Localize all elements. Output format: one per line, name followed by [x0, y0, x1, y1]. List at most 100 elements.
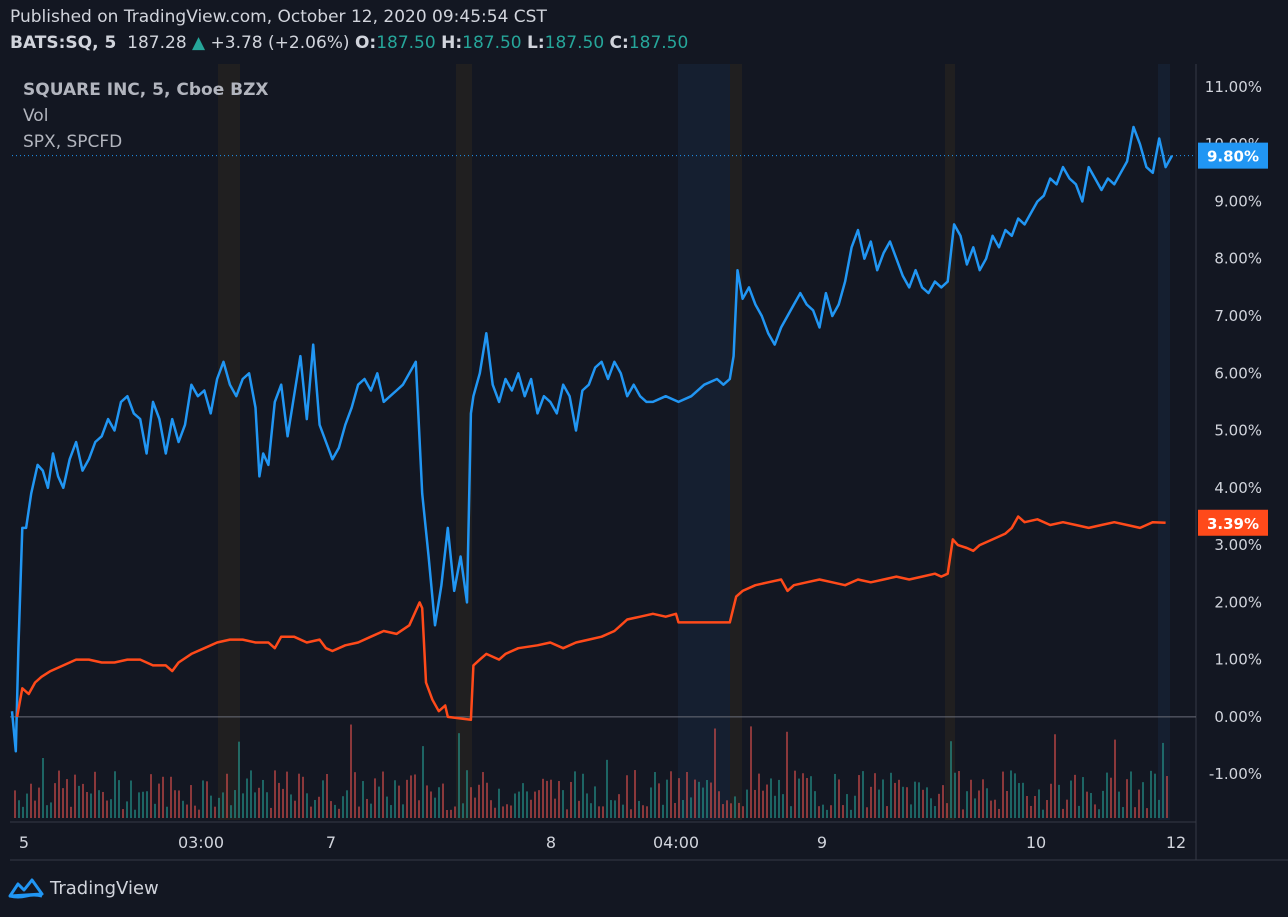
- volume-bar: [646, 806, 648, 818]
- x-tick-label: 5: [19, 833, 29, 852]
- volume-bar: [58, 770, 60, 818]
- volume-bar: [622, 804, 624, 818]
- volume-bar: [834, 773, 836, 818]
- legend-volume[interactable]: Vol: [23, 106, 49, 126]
- low-label: L:: [527, 33, 545, 53]
- volume-bar: [1134, 807, 1136, 818]
- volume-bar: [250, 770, 252, 818]
- volume-bar: [294, 800, 296, 818]
- volume-bar: [302, 776, 304, 818]
- volume-bar: [42, 757, 44, 818]
- volume-bar: [1094, 804, 1096, 818]
- volume-bar: [534, 791, 536, 818]
- close-value: 187.50: [628, 33, 689, 53]
- volume-bar: [614, 800, 616, 818]
- volume-bar: [1082, 777, 1084, 818]
- volume-bar: [1154, 773, 1156, 818]
- volume-bar: [702, 787, 704, 818]
- volume-bar: [906, 787, 908, 818]
- volume-bar: [394, 780, 396, 818]
- volume-bar: [18, 800, 20, 818]
- volume-bar: [422, 746, 424, 818]
- session-band-3: [730, 64, 742, 820]
- volume-bar: [662, 804, 664, 818]
- volume-bar: [102, 791, 104, 818]
- volume-bar: [1026, 796, 1028, 818]
- published-line: Published on TradingView.com, October 12…: [10, 7, 547, 27]
- volume-bar: [830, 805, 832, 818]
- x-tick-label: 12: [1166, 833, 1186, 852]
- volume-bar: [890, 772, 892, 818]
- volume-bar: [938, 793, 940, 818]
- volume-bar: [30, 783, 32, 818]
- volume-bar: [810, 776, 812, 818]
- volume-bar: [1162, 742, 1164, 818]
- volume-bar: [974, 798, 976, 818]
- volume-bar: [654, 772, 656, 818]
- volume-bar: [598, 806, 600, 818]
- volume-bar: [430, 791, 432, 818]
- volume-bar: [814, 791, 816, 818]
- volume-bar: [498, 788, 500, 818]
- ohlc-header: BATS:SQ, 5 187.28 ▲ +3.78 (+2.06%) O:187…: [10, 33, 688, 53]
- volume-bar: [922, 789, 924, 818]
- volume-bar: [270, 807, 272, 818]
- high-label: H:: [441, 33, 463, 53]
- volume-bar: [954, 772, 956, 818]
- volume-bar: [1034, 795, 1036, 818]
- volume-bar: [690, 797, 692, 818]
- symbol-label: BATS:SQ, 5: [10, 33, 117, 53]
- volume-bar: [990, 800, 992, 818]
- volume-bar: [86, 791, 88, 818]
- volume-bar: [234, 790, 236, 818]
- volume-bar: [1126, 779, 1128, 818]
- volume-bar: [1038, 789, 1040, 818]
- volume-bar: [566, 809, 568, 818]
- volume-bar: [562, 790, 564, 818]
- volume-bar: [1090, 792, 1092, 818]
- volume-bar: [1006, 790, 1008, 818]
- volume-bar: [1102, 790, 1104, 818]
- volume-bar: [378, 786, 380, 818]
- volume-bar: [502, 806, 504, 818]
- volume-bar: [650, 787, 652, 818]
- y-tick-label: 4.00%: [1214, 479, 1262, 497]
- y-tick-label: 1.00%: [1214, 651, 1262, 669]
- volume-bar: [34, 800, 36, 818]
- volume-bar: [154, 803, 156, 818]
- volume-bar: [714, 728, 716, 818]
- volume-bar: [942, 785, 944, 818]
- volume-bar: [190, 785, 192, 818]
- volume-bar: [606, 759, 608, 818]
- session-band-1: [456, 64, 472, 820]
- volume-bar: [510, 805, 512, 818]
- legend-compare-series[interactable]: SPX, SPCFD: [23, 132, 123, 152]
- volume-bar: [870, 786, 872, 818]
- volume-bar: [530, 799, 532, 818]
- volume-bar: [1042, 809, 1044, 818]
- volume-bar: [570, 781, 572, 818]
- volume-bar: [390, 805, 392, 818]
- volume-bar: [146, 791, 148, 818]
- volume-bar: [1002, 771, 1004, 818]
- spx-last-value-label: 3.39%: [1207, 515, 1259, 533]
- volume-bar: [986, 788, 988, 818]
- volume-bar: [54, 783, 56, 818]
- legend-main-series[interactable]: SQUARE INC, 5, Cboe BZX: [23, 80, 269, 100]
- volume-bar: [894, 782, 896, 818]
- session-band-2: [678, 64, 730, 820]
- volume-bar: [202, 780, 204, 818]
- volume-bar: [402, 804, 404, 818]
- volume-bar: [790, 806, 792, 818]
- volume-bar: [682, 800, 684, 818]
- footer-brand[interactable]: TradingView: [8, 876, 159, 900]
- volume-bar: [1086, 791, 1088, 818]
- volume-bar: [1114, 739, 1116, 818]
- footer-brand-name: TradingView: [50, 877, 159, 899]
- volume-bar: [74, 774, 76, 818]
- volume-bar: [474, 797, 476, 818]
- volume-bar: [386, 796, 388, 818]
- volume-bar: [406, 779, 408, 818]
- volume-bar: [526, 791, 528, 818]
